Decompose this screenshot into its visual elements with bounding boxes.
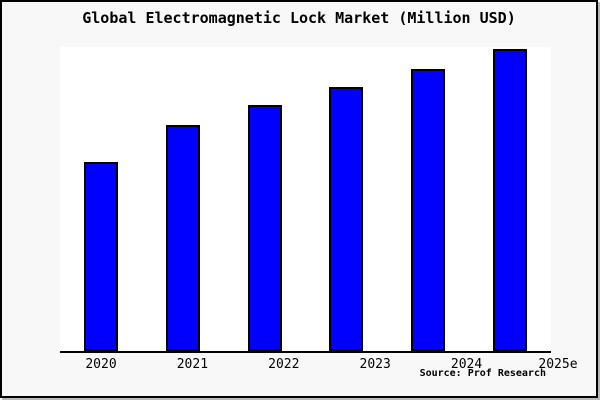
x-tick-2022: 2022	[267, 357, 301, 372]
x-tick-2025e: 2025e	[538, 357, 578, 372]
bar-2025e	[492, 49, 527, 351]
bar-2024	[411, 68, 446, 351]
bar-2022	[247, 105, 282, 351]
source-note: Source: Prof Research	[419, 368, 546, 379]
plot-area	[60, 47, 551, 353]
x-axis-labels: 2020 2021 2022 2023 2024 2025e	[60, 357, 596, 372]
x-tick-2023: 2023	[358, 357, 392, 372]
x-tick-label: 2021	[176, 357, 209, 372]
bar-2023	[329, 87, 364, 351]
bar-2021	[165, 124, 200, 351]
x-tick-2024: 2024	[450, 357, 484, 372]
x-tick-2020: 2020	[84, 357, 118, 372]
x-tick-label: 2022	[268, 357, 300, 372]
bar-2020	[84, 161, 118, 351]
bars-row	[60, 47, 551, 351]
chart-title: Global Electromagnetic Lock Market (Mill…	[82, 9, 516, 27]
x-tick-label: 2023	[359, 357, 391, 372]
x-tick-label: 2024	[450, 357, 483, 372]
x-tick-label: 2025e	[538, 357, 578, 372]
x-tick-label: 2020	[85, 357, 117, 372]
x-tick-2021: 2021	[175, 357, 209, 372]
